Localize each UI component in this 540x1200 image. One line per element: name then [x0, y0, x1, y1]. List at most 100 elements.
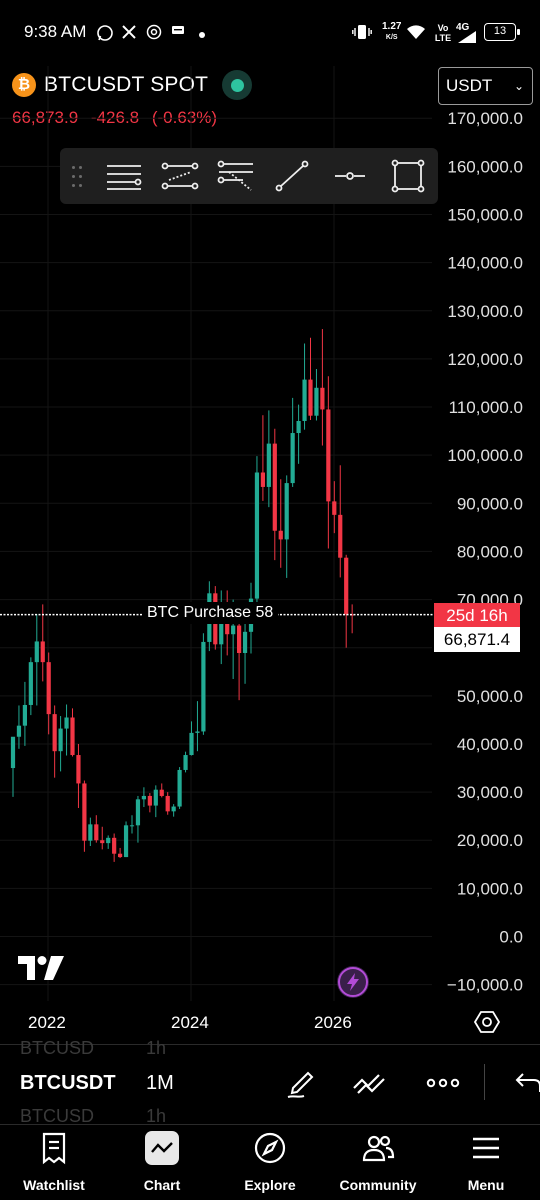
indicators-icon[interactable]	[352, 1066, 386, 1100]
wifi-icon	[406, 24, 426, 43]
currency-select[interactable]: USDT ⌄	[438, 67, 533, 105]
nav-chart[interactable]: Chart	[108, 1125, 216, 1200]
nav-community[interactable]: Community	[324, 1125, 432, 1200]
candle-body	[106, 837, 111, 844]
candle-body	[266, 443, 271, 487]
candle-body	[219, 611, 224, 645]
candle-body	[290, 433, 295, 484]
horizontal-lines-tool-icon[interactable]	[105, 158, 143, 194]
drawing-toolbar	[60, 148, 438, 204]
candle-body	[46, 662, 51, 715]
candle-body	[34, 641, 39, 663]
candle-body	[183, 755, 188, 770]
bar-countdown: 25d 16h	[434, 603, 520, 628]
trend-line-tool-icon[interactable]	[273, 158, 311, 194]
price-chart[interactable]: 170,000.0 160,000.0 150,000.0 140,000.0 130,…	[0, 66, 540, 1006]
candle-body	[231, 625, 236, 635]
x-app-icon	[121, 24, 137, 43]
next-interval[interactable]: 1h	[146, 1106, 167, 1126]
price-axis-label: 0.0	[499, 928, 523, 947]
current-interval[interactable]: 1M	[146, 1072, 174, 1094]
undo-icon[interactable]	[512, 1066, 540, 1100]
candle-body	[338, 514, 343, 558]
candle-body	[272, 443, 277, 531]
prev-interval[interactable]: 1h	[146, 1038, 167, 1058]
symbol-header[interactable]: ₿ BTCUSDT SPOT	[12, 70, 253, 100]
candle-body	[82, 783, 87, 841]
candle-body	[88, 824, 93, 841]
pen-draw-icon[interactable]	[284, 1066, 318, 1100]
fib-retracement-tool-icon[interactable]	[217, 158, 255, 194]
price-axis-label: 110,000.0	[449, 398, 523, 417]
candle-body	[260, 472, 265, 487]
threads-icon	[146, 24, 162, 43]
more-options-icon[interactable]	[426, 1066, 460, 1100]
net-speed-unit: K/S	[385, 34, 398, 41]
status-time: 9:38 AM	[24, 22, 87, 41]
symbol-interval-strip	[0, 1044, 540, 1124]
candle-body	[320, 387, 325, 410]
next-symbol[interactable]: BTCUSD	[20, 1106, 95, 1126]
candle-body	[278, 530, 283, 540]
candle-body	[284, 483, 289, 540]
candle-body	[76, 755, 81, 784]
compass-icon	[253, 1131, 287, 1165]
tradingview-logo-icon[interactable]	[18, 956, 64, 980]
candle-body	[94, 824, 99, 841]
candle-body	[308, 379, 313, 416]
candle-body	[159, 789, 164, 796]
horizontal-ray-tool-icon[interactable]	[331, 158, 369, 194]
status-bar: 9:38 AM 1.27 K/S Vo LTE 4G 13	[0, 0, 540, 66]
current-symbol[interactable]: BTCUSDT	[20, 1072, 116, 1094]
price-axis-label: 120,000.0	[447, 350, 523, 369]
candle-body	[112, 837, 117, 854]
candle-body	[189, 732, 194, 756]
symbol-name[interactable]: BTCUSDT SPOT	[44, 73, 209, 96]
lightning-icon[interactable]	[337, 966, 369, 998]
price-axis-label: 20,000.0	[457, 831, 523, 850]
candle-body	[302, 379, 307, 421]
price-axis-label: 80,000.0	[457, 542, 523, 561]
candle-body	[195, 731, 200, 733]
alert-price-label[interactable]: 66,871.4	[434, 627, 520, 652]
price-axis-label: 130,000.0	[447, 302, 523, 321]
drag-handle-icon[interactable]	[72, 166, 84, 188]
net-speed-value: 1.27	[382, 21, 402, 32]
candle-body	[314, 387, 319, 416]
price-axis-label: 40,000.0	[457, 735, 523, 754]
rectangle-tool-icon[interactable]	[389, 158, 427, 194]
market-status-icon[interactable]	[222, 70, 253, 100]
candle-body	[141, 795, 146, 800]
candle-body	[237, 625, 242, 653]
price-axis: 170,000.0 160,000.0 150,000.0 140,000.0 130,…	[447, 109, 523, 994]
chart-settings-icon[interactable]	[473, 1009, 501, 1035]
price-axis-label: 100,000.0	[447, 446, 523, 465]
community-icon	[361, 1131, 395, 1165]
last-price: 66,873.9	[12, 108, 79, 127]
nav-menu[interactable]: Menu	[432, 1125, 540, 1200]
price-change-percent: (-0.63%)	[151, 108, 218, 127]
candle-body	[52, 714, 57, 752]
price-axis-label: 90,000.0	[457, 494, 523, 513]
candle-body	[201, 641, 206, 732]
network-label: 4G	[456, 22, 470, 33]
nav-explore[interactable]: Explore	[216, 1125, 324, 1200]
price-axis-label: 160,000.0	[447, 157, 523, 176]
time-axis-label: 2024	[171, 1013, 209, 1032]
candle-body	[296, 420, 301, 434]
channel-tool-icon[interactable]	[161, 158, 199, 194]
nav-chart-label: Chart	[143, 1177, 181, 1193]
price-axis-label: 50,000.0	[457, 687, 523, 706]
candle-body	[28, 662, 33, 705]
nav-watchlist[interactable]: Watchlist	[0, 1125, 108, 1200]
candle-body	[100, 840, 105, 844]
alert-line-label[interactable]: BTC Purchase 58	[142, 602, 279, 624]
vibrate-icon	[352, 24, 372, 43]
nav-explore-label: Explore	[244, 1177, 296, 1193]
candle-body	[70, 717, 75, 756]
candle-body	[147, 795, 152, 806]
prev-symbol[interactable]: BTCUSD	[20, 1038, 95, 1058]
price-axis-label: 170,000.0	[447, 109, 523, 128]
candle-body	[22, 704, 27, 726]
candle-body	[344, 557, 349, 615]
